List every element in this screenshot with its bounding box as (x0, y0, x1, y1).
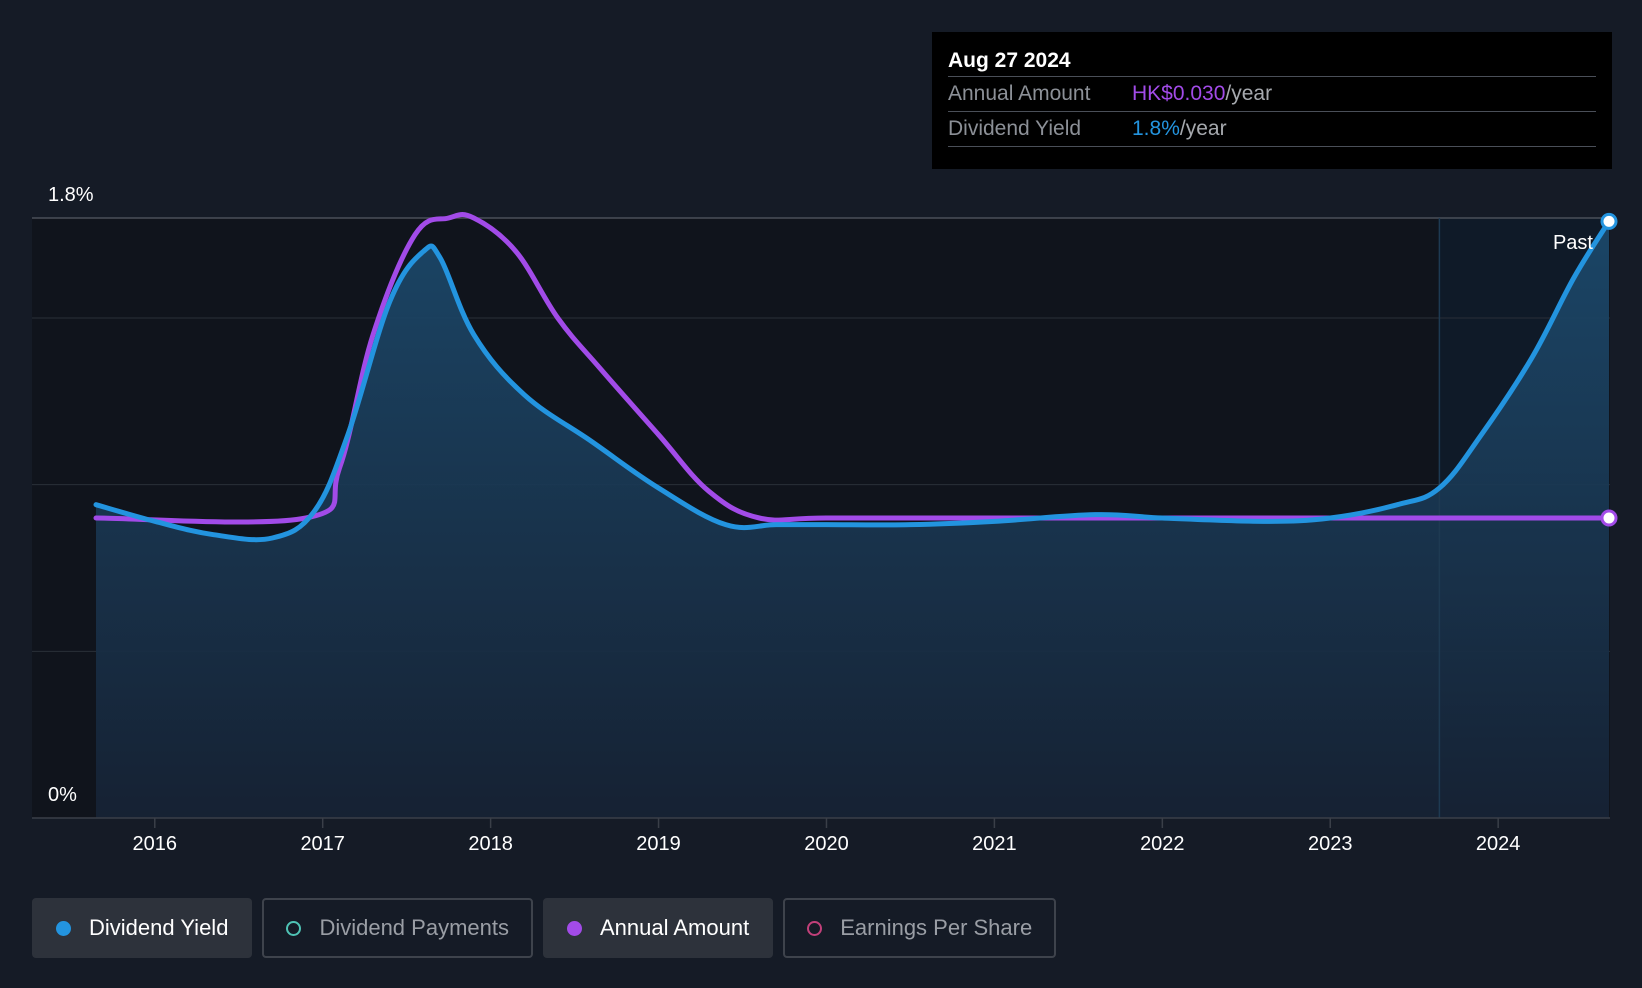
legend-label: Earnings Per Share (840, 915, 1033, 940)
legend-label: Dividend Yield (89, 915, 229, 940)
y-axis-labels: 1.8% 0% (48, 184, 94, 806)
y-tick-label: 1.8% (48, 184, 94, 206)
dividend-yield-line (93, 218, 1612, 543)
tooltip-yield-label: Dividend Yield (948, 117, 1082, 140)
legend-earnings-per-share[interactable]: Earnings Per Share (783, 898, 1057, 958)
tooltip-date: Aug 27 2024 (948, 49, 1071, 72)
data-tooltip: Aug 27 2024 Annual Amount HK$0.030/year … (932, 32, 1612, 169)
x-tick-label: 2022 (1140, 833, 1185, 855)
tooltip-annual-label: Annual Amount (948, 82, 1091, 105)
legend-label: Dividend Payments (319, 915, 509, 940)
x-tick-label: 2020 (804, 833, 849, 855)
dividend-yield-area (96, 221, 1609, 819)
x-tick-label: 2023 (1308, 833, 1353, 855)
x-axis-ticks: 2016 2017 2018 2019 2020 2021 2022 2023 2024 (133, 818, 1521, 855)
legend-annual-amount[interactable]: Annual Amount (542, 898, 774, 958)
legend-dot-icon (807, 920, 823, 936)
tooltip-annual-unit: /year (1225, 82, 1273, 105)
annual-amount-end-marker[interactable] (1600, 509, 1618, 527)
tooltip-annual-value: HK$0.030 (1132, 82, 1226, 105)
x-tick-label: 2021 (972, 833, 1017, 855)
dividend-yield-end-marker[interactable] (1600, 212, 1618, 230)
legend-dividend-yield[interactable]: Dividend Yield (32, 898, 253, 958)
x-tick-label: 2016 (133, 833, 178, 855)
legend-dividend-payments[interactable]: Dividend Payments (262, 898, 533, 958)
legend-dot-icon (286, 920, 302, 936)
tooltip-yield-unit: /year (1179, 117, 1227, 140)
x-tick-label: 2018 (468, 833, 513, 855)
x-tick-label: 2024 (1476, 833, 1521, 855)
past-label: Past (1553, 232, 1593, 254)
chart-legend: Dividend Yield Dividend Payments Annual … (32, 898, 1066, 958)
x-tick-label: 2019 (636, 833, 681, 855)
legend-dot-icon (56, 920, 71, 936)
legend-dot-icon (566, 920, 582, 936)
x-tick-label: 2017 (300, 833, 345, 855)
tooltip-yield-value: 1.8% (1132, 117, 1180, 140)
legend-label: Annual Amount (599, 915, 750, 940)
tooltip-yield-row: Dividend Yield 1.8%/year (948, 111, 1596, 147)
y-tick-label: 0% (48, 784, 77, 806)
tooltip-annual-row: Annual Amount HK$0.030/year (948, 76, 1596, 111)
